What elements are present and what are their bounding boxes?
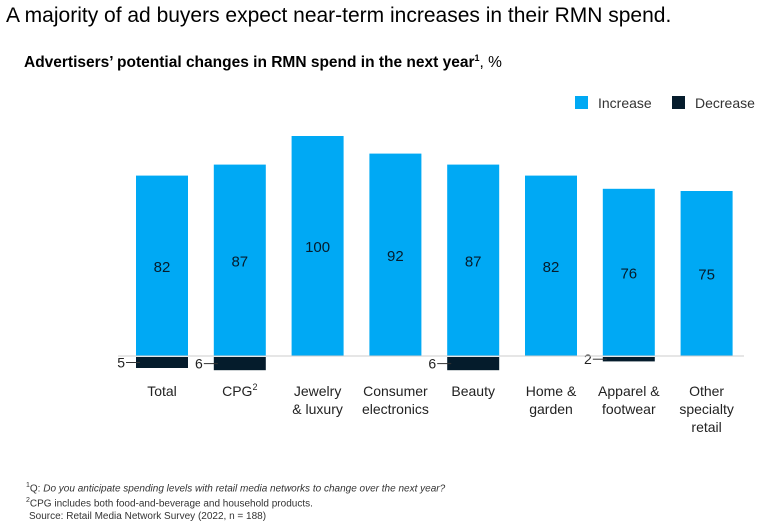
bar-chart: Increase Decrease825Total876CPG2100Jewelr… xyxy=(117,95,755,435)
data-label-increase: 87 xyxy=(465,253,482,270)
chart-subtitle: Advertisers’ potential changes in RMN sp… xyxy=(24,53,502,72)
category-label-line: Other xyxy=(689,383,724,399)
subtitle-footnote: 1 xyxy=(474,53,480,63)
footnote-2: 2CPG includes both food-and-beverage and… xyxy=(26,495,445,510)
bar-increase xyxy=(369,153,422,356)
category-label-line: Apparel & xyxy=(598,383,660,399)
subtitle-text: Advertisers’ potential changes in RMN sp… xyxy=(24,54,475,72)
bar-increase xyxy=(602,188,655,356)
data-label-decrease: 6 xyxy=(195,356,203,372)
bar-increase xyxy=(680,191,733,356)
category-label-line: CPG xyxy=(222,383,252,399)
footnote-1-marker: 1 xyxy=(26,482,30,489)
category-label-line: Jewelry xyxy=(294,383,341,399)
category-label-line: Consumer xyxy=(363,383,428,399)
footnote-1-prefix: Q: xyxy=(29,483,44,495)
footnote-1-text: Do you anticipate spending levels with r… xyxy=(43,483,446,495)
data-label-increase: 75 xyxy=(698,267,715,284)
bar-increase xyxy=(136,175,188,356)
footnotes: 1Q: Do you anticipate spending levels wi… xyxy=(26,480,445,523)
data-label-increase: 92 xyxy=(387,248,404,265)
category-label: CPG2 xyxy=(222,382,257,399)
page-title: A majority of ad buyers expect near-term… xyxy=(6,4,672,27)
category-label-line: retail xyxy=(691,419,721,435)
category-label-line: & luxury xyxy=(292,401,343,417)
category-label-line: specialty xyxy=(679,401,733,417)
data-label-decrease: 5 xyxy=(117,355,125,371)
data-label-increase: 82 xyxy=(154,259,171,276)
bar-increase xyxy=(291,136,344,356)
data-label-increase: 100 xyxy=(305,239,330,256)
bar-increase xyxy=(213,164,266,356)
category-label-line: Beauty xyxy=(451,383,495,399)
bar-increase xyxy=(447,164,500,356)
subtitle-unit: , % xyxy=(479,54,502,72)
legend-decrease-swatch xyxy=(672,96,685,109)
bar-decrease xyxy=(136,357,188,368)
category-label: Consumer electronics xyxy=(362,383,429,417)
data-label-decrease: 6 xyxy=(428,356,436,372)
legend-increase-label: Increase xyxy=(598,95,652,111)
data-label-increase: 87 xyxy=(231,253,248,270)
category-label: Apparel & footwear xyxy=(598,383,660,417)
category-label-line: footwear xyxy=(602,401,656,417)
bar-increase xyxy=(525,175,577,356)
data-label-increase: 82 xyxy=(543,259,560,276)
data-label-increase: 76 xyxy=(620,265,637,282)
footnote-1: 1Q: Do you anticipate spending levels wi… xyxy=(26,480,445,495)
legend-decrease-label: Decrease xyxy=(695,95,755,111)
legend-increase-swatch xyxy=(575,96,588,109)
bar-decrease xyxy=(213,357,266,371)
bar-decrease xyxy=(602,357,655,362)
category-label-line: Home & xyxy=(526,383,577,399)
bar-decrease xyxy=(447,357,500,371)
data-label-decrease: 2 xyxy=(584,351,592,367)
footnote-2-text: CPG includes both food-and-beverage and … xyxy=(29,498,313,510)
category-footnote: 2 xyxy=(252,382,257,392)
category-label: Beauty xyxy=(451,383,495,399)
category-label-line: Total xyxy=(147,383,177,399)
category-label-line: garden xyxy=(529,401,573,417)
category-label: Jewelry & luxury xyxy=(292,383,343,417)
source-note: Source: Retail Media Network Survey (202… xyxy=(29,510,267,522)
footnote-2-marker: 2 xyxy=(26,497,30,505)
category-label-line: electronics xyxy=(362,401,429,417)
category-label: Other specialty retail xyxy=(679,383,733,435)
category-label: Total xyxy=(147,383,177,399)
category-label: Home & garden xyxy=(526,383,577,417)
